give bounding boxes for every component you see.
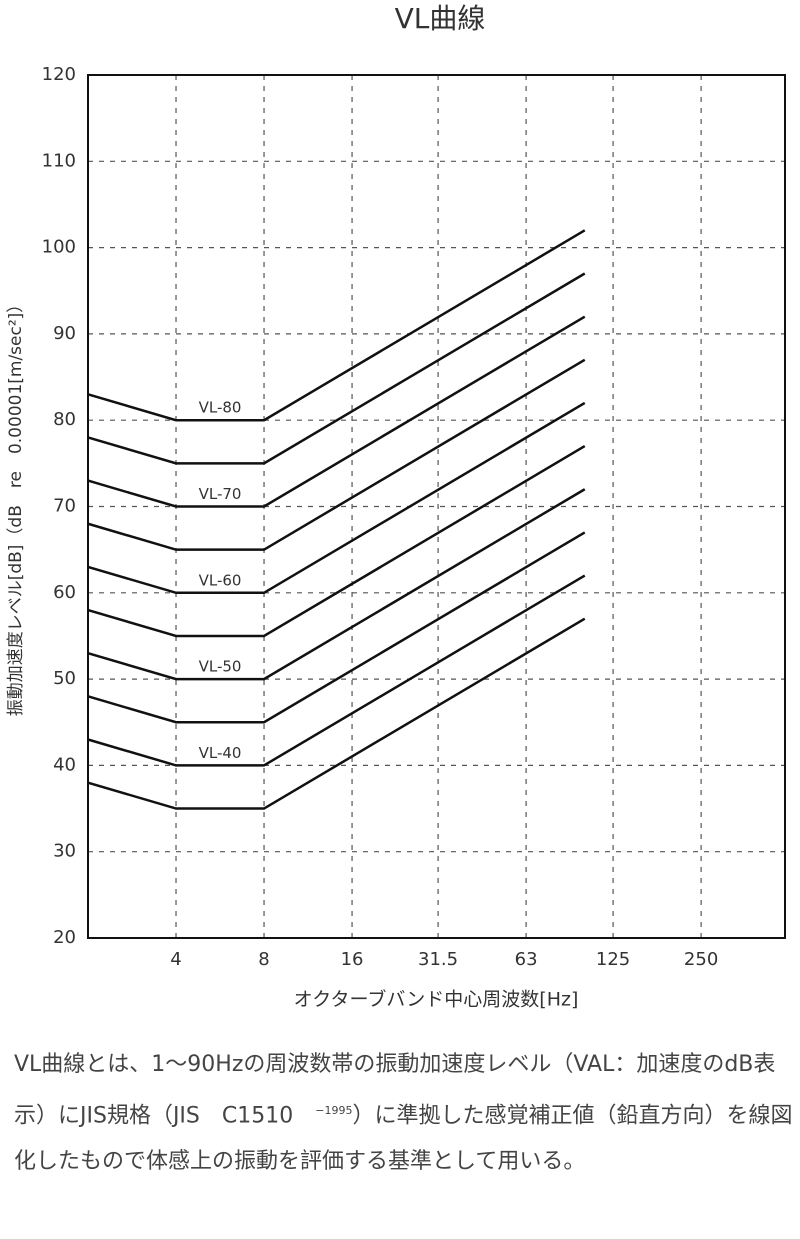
y-tick-label: 50 <box>53 668 76 689</box>
chart: VL曲線 オクターブバンド中心周波数[Hz] 振動加速度レベル[dB]（dB r… <box>6 2 786 1011</box>
y-tick-label: 80 <box>53 409 76 430</box>
y-tick-label: 90 <box>53 323 76 344</box>
curve-label: VL-50 <box>199 658 242 676</box>
y-tick-label: 30 <box>53 841 76 862</box>
x-tick-label: 8 <box>258 949 269 970</box>
curve <box>87 531 586 724</box>
curve-label: VL-80 <box>199 399 242 417</box>
description: VL曲線とは、1〜90Hzの周波数帯の振動加速度レベル（VAL：加速度のdB表示… <box>14 1042 796 1185</box>
curve <box>87 574 586 767</box>
curve-label: VL-70 <box>199 485 242 503</box>
y-tick-label: 40 <box>53 754 76 775</box>
curve <box>87 401 586 595</box>
curve <box>87 445 586 638</box>
description-text: ）に準拠した感覚補正値（鉛直方向）を線図化したもので体感上の振動を評価する基準と… <box>14 1103 793 1175</box>
curve-label: VL-40 <box>199 744 242 762</box>
x-tick-label: 31.5 <box>418 949 458 970</box>
y-tick-label: 70 <box>53 496 76 517</box>
curve <box>87 488 586 681</box>
curve <box>87 315 586 508</box>
x-tick-label: 4 <box>170 949 181 970</box>
description-superscript: −1995 <box>315 1104 353 1117</box>
x-tick-label: 63 <box>515 949 538 970</box>
plot-frame <box>87 74 786 939</box>
x-tick-label: 16 <box>341 949 364 970</box>
y-tick-label: 120 <box>42 64 76 85</box>
curve <box>87 229 586 422</box>
y-tick-label: 20 <box>53 927 76 948</box>
curve <box>87 617 586 810</box>
x-axis-label: オクターブバンド中心周波数[Hz] <box>294 988 579 1011</box>
y-tick-label: 60 <box>53 582 76 603</box>
chart-title: VL曲線 <box>395 2 486 35</box>
y-tick-label: 110 <box>42 150 76 171</box>
y-axis-label: 振動加速度レベル[dB]（dB re 0.00001[m/sec²]） <box>6 296 26 717</box>
curve-label: VL-60 <box>199 571 242 589</box>
curve <box>87 272 586 465</box>
x-tick-label: 125 <box>596 949 630 970</box>
description-text: VL曲線とは、1〜90Hzの周波数帯の振動加速度レベル（VAL：加速度のdB表示… <box>14 1052 776 1129</box>
curve <box>87 358 586 551</box>
y-tick-label: 100 <box>42 237 76 258</box>
x-tick-label: 250 <box>684 949 718 970</box>
